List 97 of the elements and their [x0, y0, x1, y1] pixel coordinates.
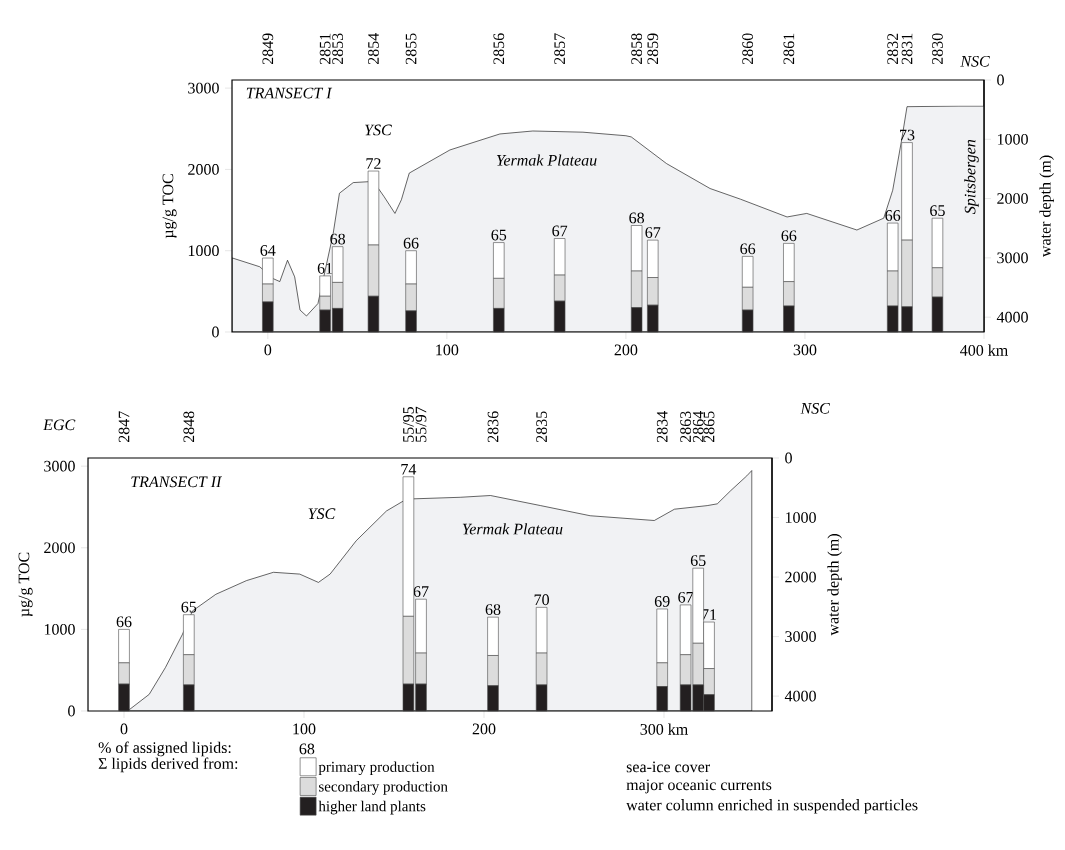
annotation: 65	[181, 601, 197, 613]
annotation: 70	[534, 594, 549, 606]
x-tick-label: 200	[472, 723, 496, 735]
legend-label: secondary production	[319, 781, 448, 795]
text: 2834	[656, 411, 668, 443]
text: 55/97	[415, 406, 427, 442]
text: 2854	[368, 33, 379, 65]
text: 2857	[554, 33, 566, 65]
text: 2832	[887, 33, 899, 65]
annotation: 73	[900, 129, 915, 141]
x-tick-label: 300 km	[640, 723, 688, 735]
x-tick-label: 200	[614, 344, 638, 356]
annotation: 66	[740, 243, 756, 255]
text: EGC	[43, 419, 76, 431]
text: 2830	[932, 33, 943, 65]
y2-tick-label: 4000	[784, 690, 816, 702]
text: 2851	[319, 33, 331, 65]
y2-tick-label: 1000	[785, 512, 816, 523]
y-tick-label: 0	[68, 705, 75, 717]
y-tick-label: 2000	[44, 542, 75, 554]
annotation: 74	[401, 464, 417, 475]
annotation: Yermak Plateau	[462, 523, 563, 535]
text: 2859	[647, 33, 659, 65]
annotation: 65	[491, 229, 507, 241]
annotation: 66	[781, 230, 797, 242]
x-tick-label: 0	[264, 344, 272, 356]
annotation: YSC	[365, 124, 392, 136]
annotation: 68	[330, 233, 346, 245]
legend-label: higher land plants	[318, 800, 426, 815]
y2-tick-label: 4000	[996, 311, 1028, 323]
annotation: 66	[403, 237, 419, 249]
annotation: 61	[317, 262, 333, 274]
annotation: Spitsbergen	[964, 139, 979, 215]
text: 2835	[536, 411, 547, 443]
text: 2836	[487, 411, 499, 443]
text: 2860	[742, 33, 754, 65]
text: 2864	[692, 411, 704, 443]
annotation: Yermak Plateau	[496, 154, 597, 166]
y2-tick-label: 0	[997, 74, 1004, 86]
y2-tick-label: 3000	[997, 252, 1028, 264]
text: 2858	[631, 33, 643, 65]
y2-tick-label: 1000	[997, 133, 1028, 145]
text: 55/95	[403, 406, 414, 442]
text: 2848	[183, 411, 195, 443]
y2-tick-label: 2000	[785, 571, 816, 583]
annotation: 67	[645, 227, 661, 238]
text: water column enriched in suspended particles	[626, 799, 918, 814]
text: NSC	[800, 403, 831, 414]
text: 2849	[262, 33, 274, 65]
y-tick-label: 3000	[44, 460, 75, 472]
annotation: 67	[678, 591, 694, 603]
y-tick-label: 3000	[188, 82, 219, 94]
annotation: 72	[366, 158, 381, 169]
y-tick-label: 2000	[188, 164, 219, 175]
text: 2865	[703, 411, 715, 443]
y-tick-label: 1000	[44, 623, 75, 635]
text: 2853	[332, 33, 344, 65]
annotation: TRANSECT II	[131, 476, 223, 488]
x-tick-label: 100	[436, 344, 459, 356]
annotation: 65	[690, 555, 706, 566]
y-tick-label: 1000	[188, 245, 219, 257]
legend-label: primary production	[318, 761, 435, 775]
legend-title: Σ lipids derived from:	[98, 757, 238, 773]
annotation: 64	[260, 245, 276, 256]
y2-tick-label: 0	[785, 452, 792, 464]
text: 2856	[493, 33, 505, 65]
text: 2855	[405, 33, 417, 65]
text: % of assigned lipids:	[98, 741, 231, 757]
text: NSC	[960, 55, 990, 67]
text: 2831	[901, 33, 913, 65]
annotation: 69	[654, 596, 670, 607]
y-axis-title: µg/g TOC	[162, 174, 177, 239]
annotation: 67	[552, 225, 568, 237]
text: major oceanic currents	[626, 779, 772, 794]
annotation: YSC	[308, 508, 336, 520]
text: 2861	[783, 33, 795, 65]
text: 2863	[680, 411, 691, 443]
y-axis-title: µg/g TOC	[18, 552, 33, 617]
y2-axis-title: water depth (m)	[827, 534, 842, 636]
annotation: 66	[116, 616, 132, 628]
annotation: 67	[413, 586, 429, 597]
text: 68	[299, 743, 315, 755]
x-tick-label: 300	[793, 344, 817, 356]
x-tick-label: 0	[120, 723, 128, 735]
y-tick-label: 0	[212, 326, 219, 338]
text: sea-ice cover	[626, 761, 710, 773]
annotation: 68	[629, 212, 645, 224]
y2-axis-title: water depth (m)	[1039, 155, 1054, 258]
annotation: 65	[930, 205, 945, 216]
text: 2847	[118, 411, 130, 443]
y2-tick-label: 2000	[997, 193, 1028, 204]
y2-tick-label: 3000	[785, 631, 816, 642]
annotation: 68	[485, 604, 501, 615]
annotation: TRANSECT I	[246, 87, 333, 99]
annotation: 66	[885, 210, 901, 221]
x-tick-label: 400 km	[960, 344, 1008, 356]
x-tick-label: 100	[293, 723, 316, 735]
